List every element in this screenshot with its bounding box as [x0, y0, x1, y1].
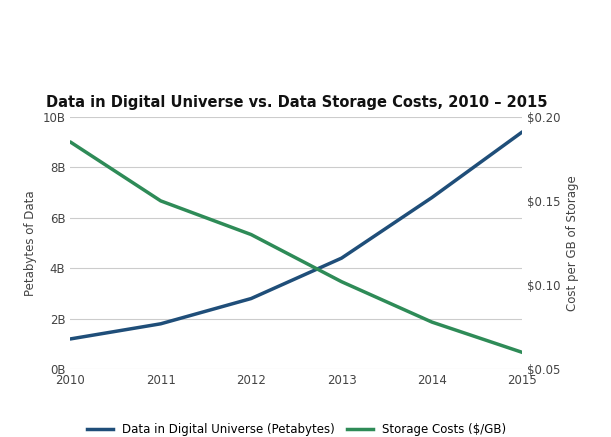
Text: Data Infrastructure Costs Falling Fast = -20% CAGR: Data Infrastructure Costs Falling Fast =… [9, 61, 552, 80]
Text: Global Data Growth Rising Fast = +50% CAGR since 2010...: Global Data Growth Rising Fast = +50% CA… [9, 19, 611, 38]
Y-axis label: Cost per GB of Storage: Cost per GB of Storage [566, 175, 579, 311]
Legend: Data in Digital Universe (Petabytes), Storage Costs ($/GB): Data in Digital Universe (Petabytes), St… [82, 418, 511, 437]
Title: Data in Digital Universe vs. Data Storage Costs, 2010 – 2015: Data in Digital Universe vs. Data Storag… [46, 95, 547, 110]
Y-axis label: Petabytes of Data: Petabytes of Data [24, 190, 37, 296]
